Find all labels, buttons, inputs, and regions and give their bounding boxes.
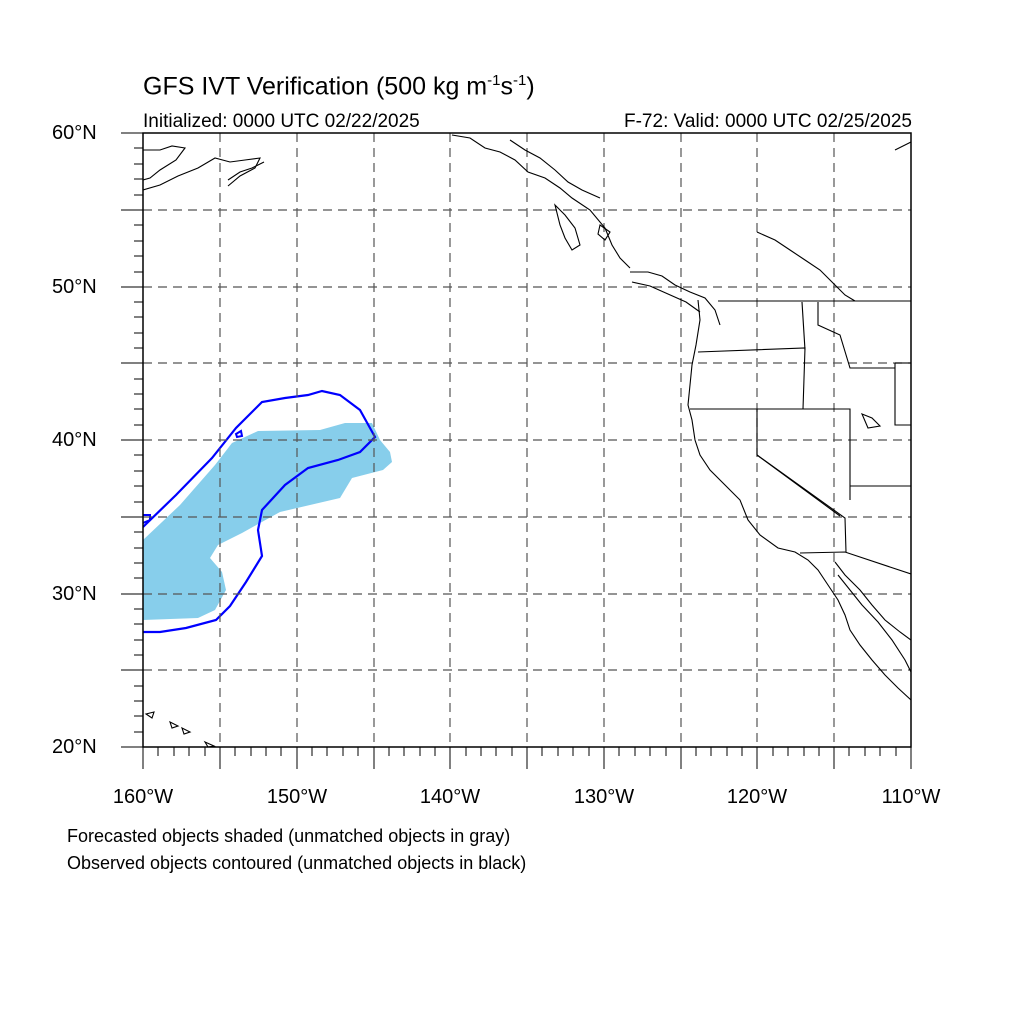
- valid-time-label: F-72: Valid: 0000 UTC 02/25/2025: [624, 111, 912, 132]
- initialized-label: Initialized: 0000 UTC 02/22/2025: [143, 111, 420, 132]
- lon-label-160w: 160°W: [112, 786, 174, 808]
- lon-label-130w: 130°W: [573, 786, 635, 808]
- lat-label-40n: 40°N: [52, 429, 97, 451]
- forecast-object-shade: [143, 423, 392, 620]
- lon-label-140w: 140°W: [419, 786, 481, 808]
- lat-ticks: [121, 132, 143, 748]
- legend-observed-note: Observed objects contoured (unmatched ob…: [67, 853, 527, 873]
- chart-title: GFS IVT Verification (500 kg m-1s-1): [143, 72, 535, 101]
- lat-label-60n: 60°N: [52, 122, 97, 144]
- coastlines: [143, 134, 911, 747]
- lat-label-30n: 30°N: [52, 583, 97, 605]
- lon-label-150w: 150°W: [266, 786, 328, 808]
- lat-label-50n: 50°N: [52, 276, 97, 298]
- observed-object-contour: [143, 389, 377, 634]
- lon-ticks: [142, 747, 912, 769]
- legend-forecast-note: Forecasted objects shaded (unmatched obj…: [67, 826, 511, 846]
- lat-label-20n: 20°N: [52, 736, 97, 758]
- observed-object-contour-small: [234, 429, 244, 439]
- lon-label-120w: 120°W: [726, 786, 788, 808]
- lon-label-110w: 110°W: [881, 786, 941, 808]
